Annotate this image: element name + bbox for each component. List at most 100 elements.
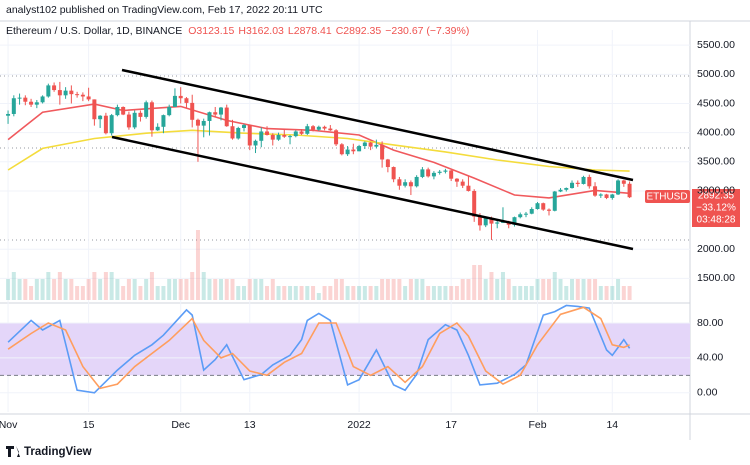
price-tag-price: 2892.35 [698,191,735,202]
candle-body [29,101,34,105]
candle-body [604,194,609,198]
candle-body [201,120,206,126]
volume-bar [80,286,85,300]
candle-body [52,85,57,91]
volume-bar [380,279,385,300]
volume-bar [253,279,258,300]
candle-body [126,114,131,128]
candle-body [426,169,431,177]
volume-bar [535,279,540,300]
candle-body [92,99,97,120]
candle-body [385,159,390,168]
candle-body [564,188,569,190]
volume-bar [506,279,511,300]
candle-body [610,194,615,198]
candle-body [431,172,436,177]
candle-body [305,126,310,134]
volume-bar [86,279,91,300]
volume-bar [385,279,390,300]
volume-bar [92,272,97,300]
volume-bar [621,286,626,300]
symbol: Ethereum / U.S. Dollar, 1D, BINANCE [6,25,182,37]
volume-bar [547,279,552,300]
y-tick-label: 3000.00 [697,185,735,197]
candle-body [627,183,632,198]
volume-bar [195,230,200,300]
candle-body [190,102,195,120]
candle-body [132,112,137,128]
volume-bar [69,279,74,300]
channel-upper-trendline [121,68,634,182]
candle-body [299,131,304,134]
candle-body [311,126,316,130]
candle-body [57,90,62,96]
candle-body [184,98,189,103]
x-tick-label: 13 [244,419,256,431]
candle-body [288,136,293,138]
volume-bar [489,272,494,300]
candle-body [17,97,22,99]
candle-body [236,127,241,139]
candle-body [115,106,120,116]
symbol-label: Ethereum / U.S. Dollar, 1D, BINANCE O3123… [6,25,469,37]
candle-body [570,182,575,189]
volume-bar [305,286,310,300]
change-label: −230.67 (−7.39%) [385,25,469,37]
candle-body [362,142,367,147]
x-tick-label: 17 [445,419,457,431]
candle-body [621,180,626,184]
candle-body [75,94,80,96]
volume-bar [11,272,16,300]
volume-bar [495,279,500,300]
candle-body [391,167,396,180]
candle-body [121,106,126,115]
candle-body [172,95,177,107]
volume-bar [454,286,459,300]
volume-bar [587,279,592,300]
volume-bar [500,272,505,300]
y-tick-label: 2000.00 [697,243,735,255]
volume-bar [138,286,143,300]
volume-bar [224,279,229,300]
volume-bar [63,279,68,300]
volume-bar [472,265,477,300]
candle-body [593,186,598,196]
volume-bar [426,286,431,300]
candle-body [213,112,218,115]
volume-bar [149,272,154,300]
volume-bar [109,272,114,300]
y-tick-label: 4000.00 [697,126,735,138]
candle-body [46,85,51,97]
candle-body [103,115,108,134]
candle-body [259,131,264,141]
volume-bar [316,293,321,300]
candle-body [270,134,275,140]
candle-body [466,185,471,191]
candle-body [368,142,373,147]
volume-bar [126,279,131,300]
candle-body [98,115,103,120]
candle-body [345,149,350,155]
volume-bar [374,286,379,300]
volume-bar [288,286,293,300]
candle-body [598,194,603,196]
candle-body [334,130,339,145]
candle-body [247,125,252,146]
candle-body [167,106,172,116]
volume-bar [103,272,108,300]
volume-bar [564,286,569,300]
volume-bar [299,286,304,300]
volume-bar [46,272,51,300]
y-tick-label: 5500.00 [697,39,735,51]
candle-body [523,213,528,215]
candle-body [23,97,28,102]
y-tick-label: 3500.00 [697,156,735,168]
volume-bar [529,286,534,300]
volume-bar [627,286,632,300]
volume-bar [391,279,396,300]
candle-body [265,131,270,135]
y-tick-label: 80.00 [697,317,723,329]
candle-body [437,171,442,173]
